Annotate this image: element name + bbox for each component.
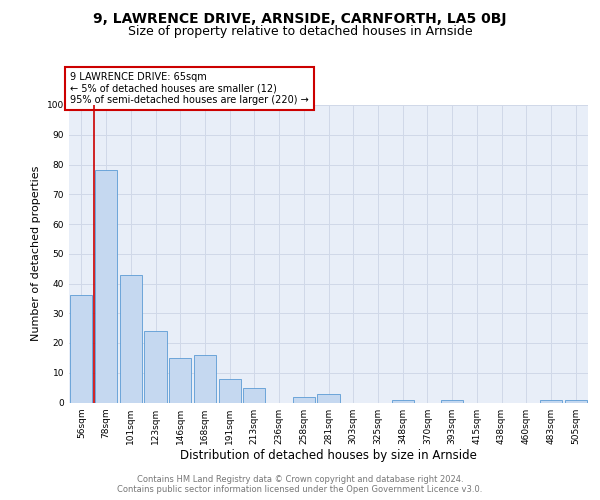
Bar bbox=[95, 170, 117, 402]
Bar bbox=[169, 358, 191, 403]
Bar bbox=[441, 400, 463, 402]
Bar bbox=[194, 355, 216, 403]
Bar bbox=[540, 400, 562, 402]
Text: Size of property relative to detached houses in Arnside: Size of property relative to detached ho… bbox=[128, 25, 472, 38]
Y-axis label: Number of detached properties: Number of detached properties bbox=[31, 166, 41, 342]
Bar bbox=[317, 394, 340, 402]
Bar bbox=[70, 296, 92, 403]
Bar bbox=[218, 378, 241, 402]
Text: 9 LAWRENCE DRIVE: 65sqm
← 5% of detached houses are smaller (12)
95% of semi-det: 9 LAWRENCE DRIVE: 65sqm ← 5% of detached… bbox=[70, 72, 309, 105]
Bar bbox=[243, 388, 265, 402]
X-axis label: Distribution of detached houses by size in Arnside: Distribution of detached houses by size … bbox=[180, 450, 477, 462]
Bar bbox=[119, 274, 142, 402]
Text: 9, LAWRENCE DRIVE, ARNSIDE, CARNFORTH, LA5 0BJ: 9, LAWRENCE DRIVE, ARNSIDE, CARNFORTH, L… bbox=[93, 12, 507, 26]
Bar bbox=[565, 400, 587, 402]
Bar bbox=[145, 331, 167, 402]
Text: Contains HM Land Registry data © Crown copyright and database right 2024.
Contai: Contains HM Land Registry data © Crown c… bbox=[118, 474, 482, 494]
Bar bbox=[293, 396, 315, 402]
Bar bbox=[392, 400, 414, 402]
